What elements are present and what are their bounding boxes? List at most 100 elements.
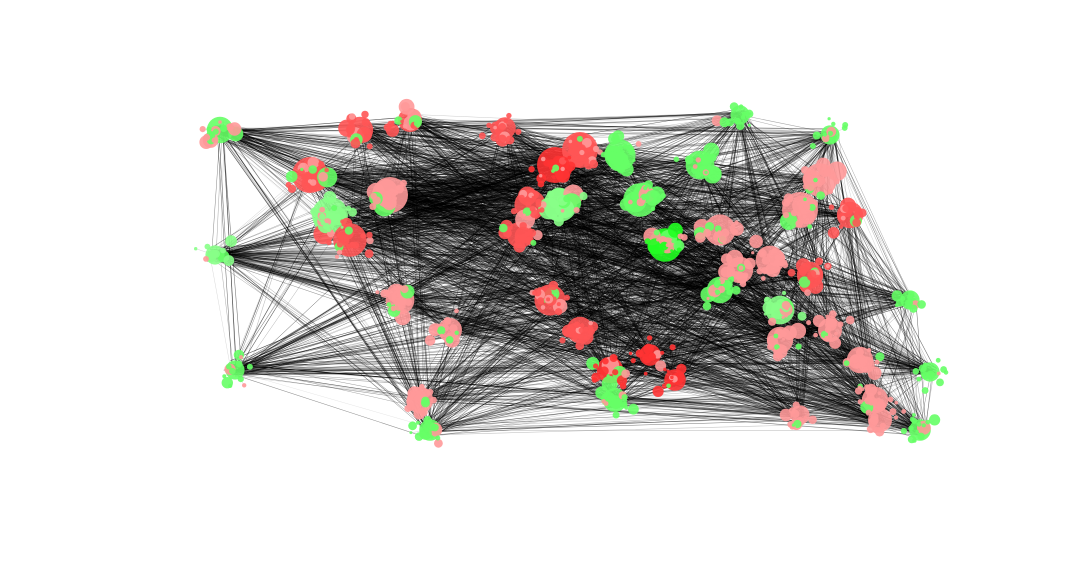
edge bbox=[232, 173, 309, 372]
graph-node bbox=[783, 212, 790, 219]
edge bbox=[353, 142, 585, 182]
edge bbox=[665, 249, 925, 369]
edge bbox=[606, 372, 798, 417]
edge bbox=[411, 145, 562, 240]
graph-node bbox=[341, 217, 353, 229]
graph-node bbox=[503, 118, 509, 124]
edge bbox=[403, 121, 431, 430]
edge bbox=[358, 125, 544, 305]
edge bbox=[216, 127, 223, 254]
edge bbox=[544, 166, 701, 299]
edge bbox=[227, 372, 416, 400]
graph-node bbox=[423, 416, 432, 425]
edge bbox=[577, 328, 860, 361]
edge bbox=[338, 204, 544, 231]
edge bbox=[584, 143, 608, 398]
edge bbox=[810, 277, 936, 375]
edge bbox=[737, 117, 907, 301]
edge bbox=[396, 302, 613, 402]
edge bbox=[409, 173, 619, 186]
edge bbox=[394, 129, 835, 299]
graph-node bbox=[935, 357, 941, 363]
edge bbox=[403, 162, 564, 238]
edge bbox=[626, 131, 830, 153]
graph-node bbox=[660, 193, 666, 199]
edge bbox=[455, 313, 782, 336]
edge bbox=[415, 234, 519, 399]
edge bbox=[547, 169, 702, 303]
graph-node bbox=[852, 357, 859, 364]
edge bbox=[541, 201, 642, 298]
edge bbox=[350, 173, 620, 184]
edge bbox=[549, 162, 805, 206]
graph-node bbox=[773, 333, 779, 339]
graph-node bbox=[764, 296, 769, 302]
graph-node bbox=[943, 370, 949, 375]
graph-node bbox=[863, 366, 868, 371]
graph-node bbox=[601, 399, 606, 404]
edge bbox=[741, 112, 914, 304]
edge bbox=[210, 259, 231, 370]
graph-node bbox=[807, 224, 813, 230]
edge bbox=[355, 135, 549, 305]
edge bbox=[854, 223, 914, 302]
graph-node bbox=[435, 435, 441, 441]
graph-node bbox=[497, 134, 507, 144]
edge bbox=[655, 348, 853, 359]
graph-node bbox=[909, 304, 918, 313]
graph-node bbox=[573, 207, 580, 214]
graph-node bbox=[524, 231, 530, 237]
edge bbox=[410, 233, 514, 397]
graph-node bbox=[308, 165, 318, 174]
edge bbox=[411, 114, 826, 133]
edge bbox=[428, 416, 794, 433]
edge bbox=[217, 132, 362, 261]
edge bbox=[518, 238, 880, 423]
graph-node bbox=[394, 116, 403, 125]
edge bbox=[447, 331, 613, 405]
edge bbox=[507, 131, 671, 381]
graph-node bbox=[318, 172, 328, 182]
graph-node bbox=[816, 157, 831, 172]
edge bbox=[578, 150, 581, 331]
graph-node bbox=[725, 118, 735, 127]
edge bbox=[614, 305, 904, 393]
edge bbox=[553, 265, 742, 299]
graph-node bbox=[631, 192, 636, 197]
edge bbox=[428, 300, 554, 429]
edge bbox=[215, 256, 609, 375]
edge bbox=[311, 177, 618, 401]
edge bbox=[714, 113, 742, 230]
graph-node bbox=[602, 358, 609, 365]
edge bbox=[620, 234, 726, 397]
graph-node bbox=[628, 199, 633, 205]
edge bbox=[427, 208, 559, 436]
graph-node bbox=[336, 241, 344, 248]
edge bbox=[624, 136, 826, 156]
graph-node bbox=[708, 153, 717, 162]
graph-node bbox=[419, 383, 425, 390]
edge bbox=[745, 111, 918, 426]
edge bbox=[245, 167, 308, 363]
edge bbox=[402, 293, 775, 338]
edge bbox=[451, 330, 613, 407]
graph-node bbox=[515, 128, 522, 135]
edge bbox=[234, 177, 309, 369]
graph-node bbox=[891, 290, 903, 302]
graph-node bbox=[806, 320, 812, 326]
edge bbox=[341, 172, 537, 191]
graph-node bbox=[551, 213, 558, 220]
edge bbox=[651, 350, 880, 420]
edge bbox=[516, 233, 611, 400]
edge bbox=[519, 233, 878, 418]
graph-node bbox=[773, 259, 781, 266]
edge bbox=[236, 219, 331, 372]
edge bbox=[546, 245, 666, 298]
graph-node bbox=[414, 432, 424, 441]
graph-node bbox=[563, 195, 570, 203]
graph-node bbox=[246, 363, 253, 370]
edge bbox=[451, 323, 607, 371]
graph-node bbox=[559, 337, 566, 344]
edge bbox=[421, 396, 926, 436]
edge bbox=[809, 276, 937, 375]
